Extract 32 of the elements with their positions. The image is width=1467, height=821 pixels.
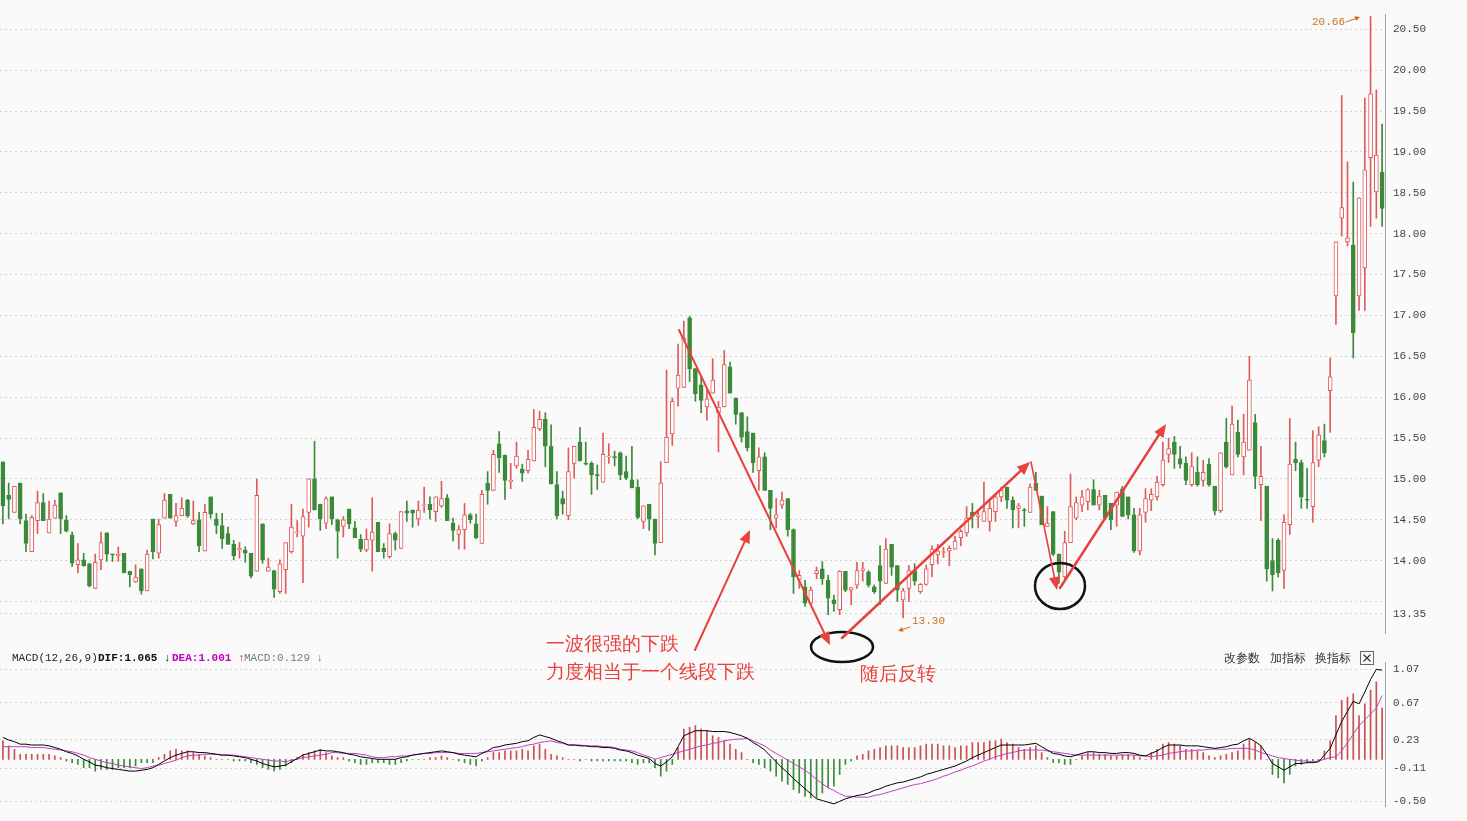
y-tick-label: 20.50	[1393, 23, 1427, 36]
y-tick-label: 0.67	[1393, 696, 1420, 709]
y-tick-label: 15.00	[1393, 472, 1427, 485]
annotation: DIF:1.065 ↓	[98, 652, 171, 664]
annotation: 加指标	[1270, 650, 1306, 667]
y-tick-label: 15.50	[1393, 431, 1427, 444]
y-tick-label: 18.00	[1393, 227, 1427, 240]
y-tick-label: 14.00	[1393, 554, 1427, 567]
y-tick-label: 1.07	[1393, 663, 1420, 676]
y-tick-label: 17.50	[1393, 268, 1427, 281]
y-tick-label: 19.00	[1393, 145, 1427, 158]
annotation: 换指标	[1315, 650, 1351, 667]
annotation: 13.30	[912, 615, 946, 627]
annotation: MACD:0.129 ↓	[244, 652, 324, 664]
y-tick-label: 14.50	[1393, 513, 1427, 526]
y-tick-label: 13.35	[1393, 607, 1427, 620]
annotation: 力度相当于一个线段下跌	[546, 659, 755, 684]
y-tick-label: 18.50	[1393, 186, 1427, 199]
y-tick-label: 20.00	[1393, 64, 1427, 77]
y-tick-label: 17.00	[1393, 309, 1427, 322]
annotation: 随后反转	[860, 661, 936, 686]
y-tick-label: 16.50	[1393, 350, 1427, 363]
annotation: 20.66	[1312, 16, 1346, 28]
annotation: DEA:1.001 ↑	[172, 652, 245, 664]
annotation: 一波很强的下跌	[546, 631, 679, 656]
y-tick-label: 0.23	[1393, 733, 1420, 746]
y-tick-label: -0.11	[1393, 762, 1427, 775]
annotation: 改参数	[1224, 650, 1260, 667]
y-tick-label: 16.00	[1393, 391, 1427, 404]
chart-title: MACD(12,26,9)	[12, 652, 98, 664]
y-tick-label: -0.50	[1393, 795, 1427, 808]
y-tick-label: 19.50	[1393, 104, 1427, 117]
